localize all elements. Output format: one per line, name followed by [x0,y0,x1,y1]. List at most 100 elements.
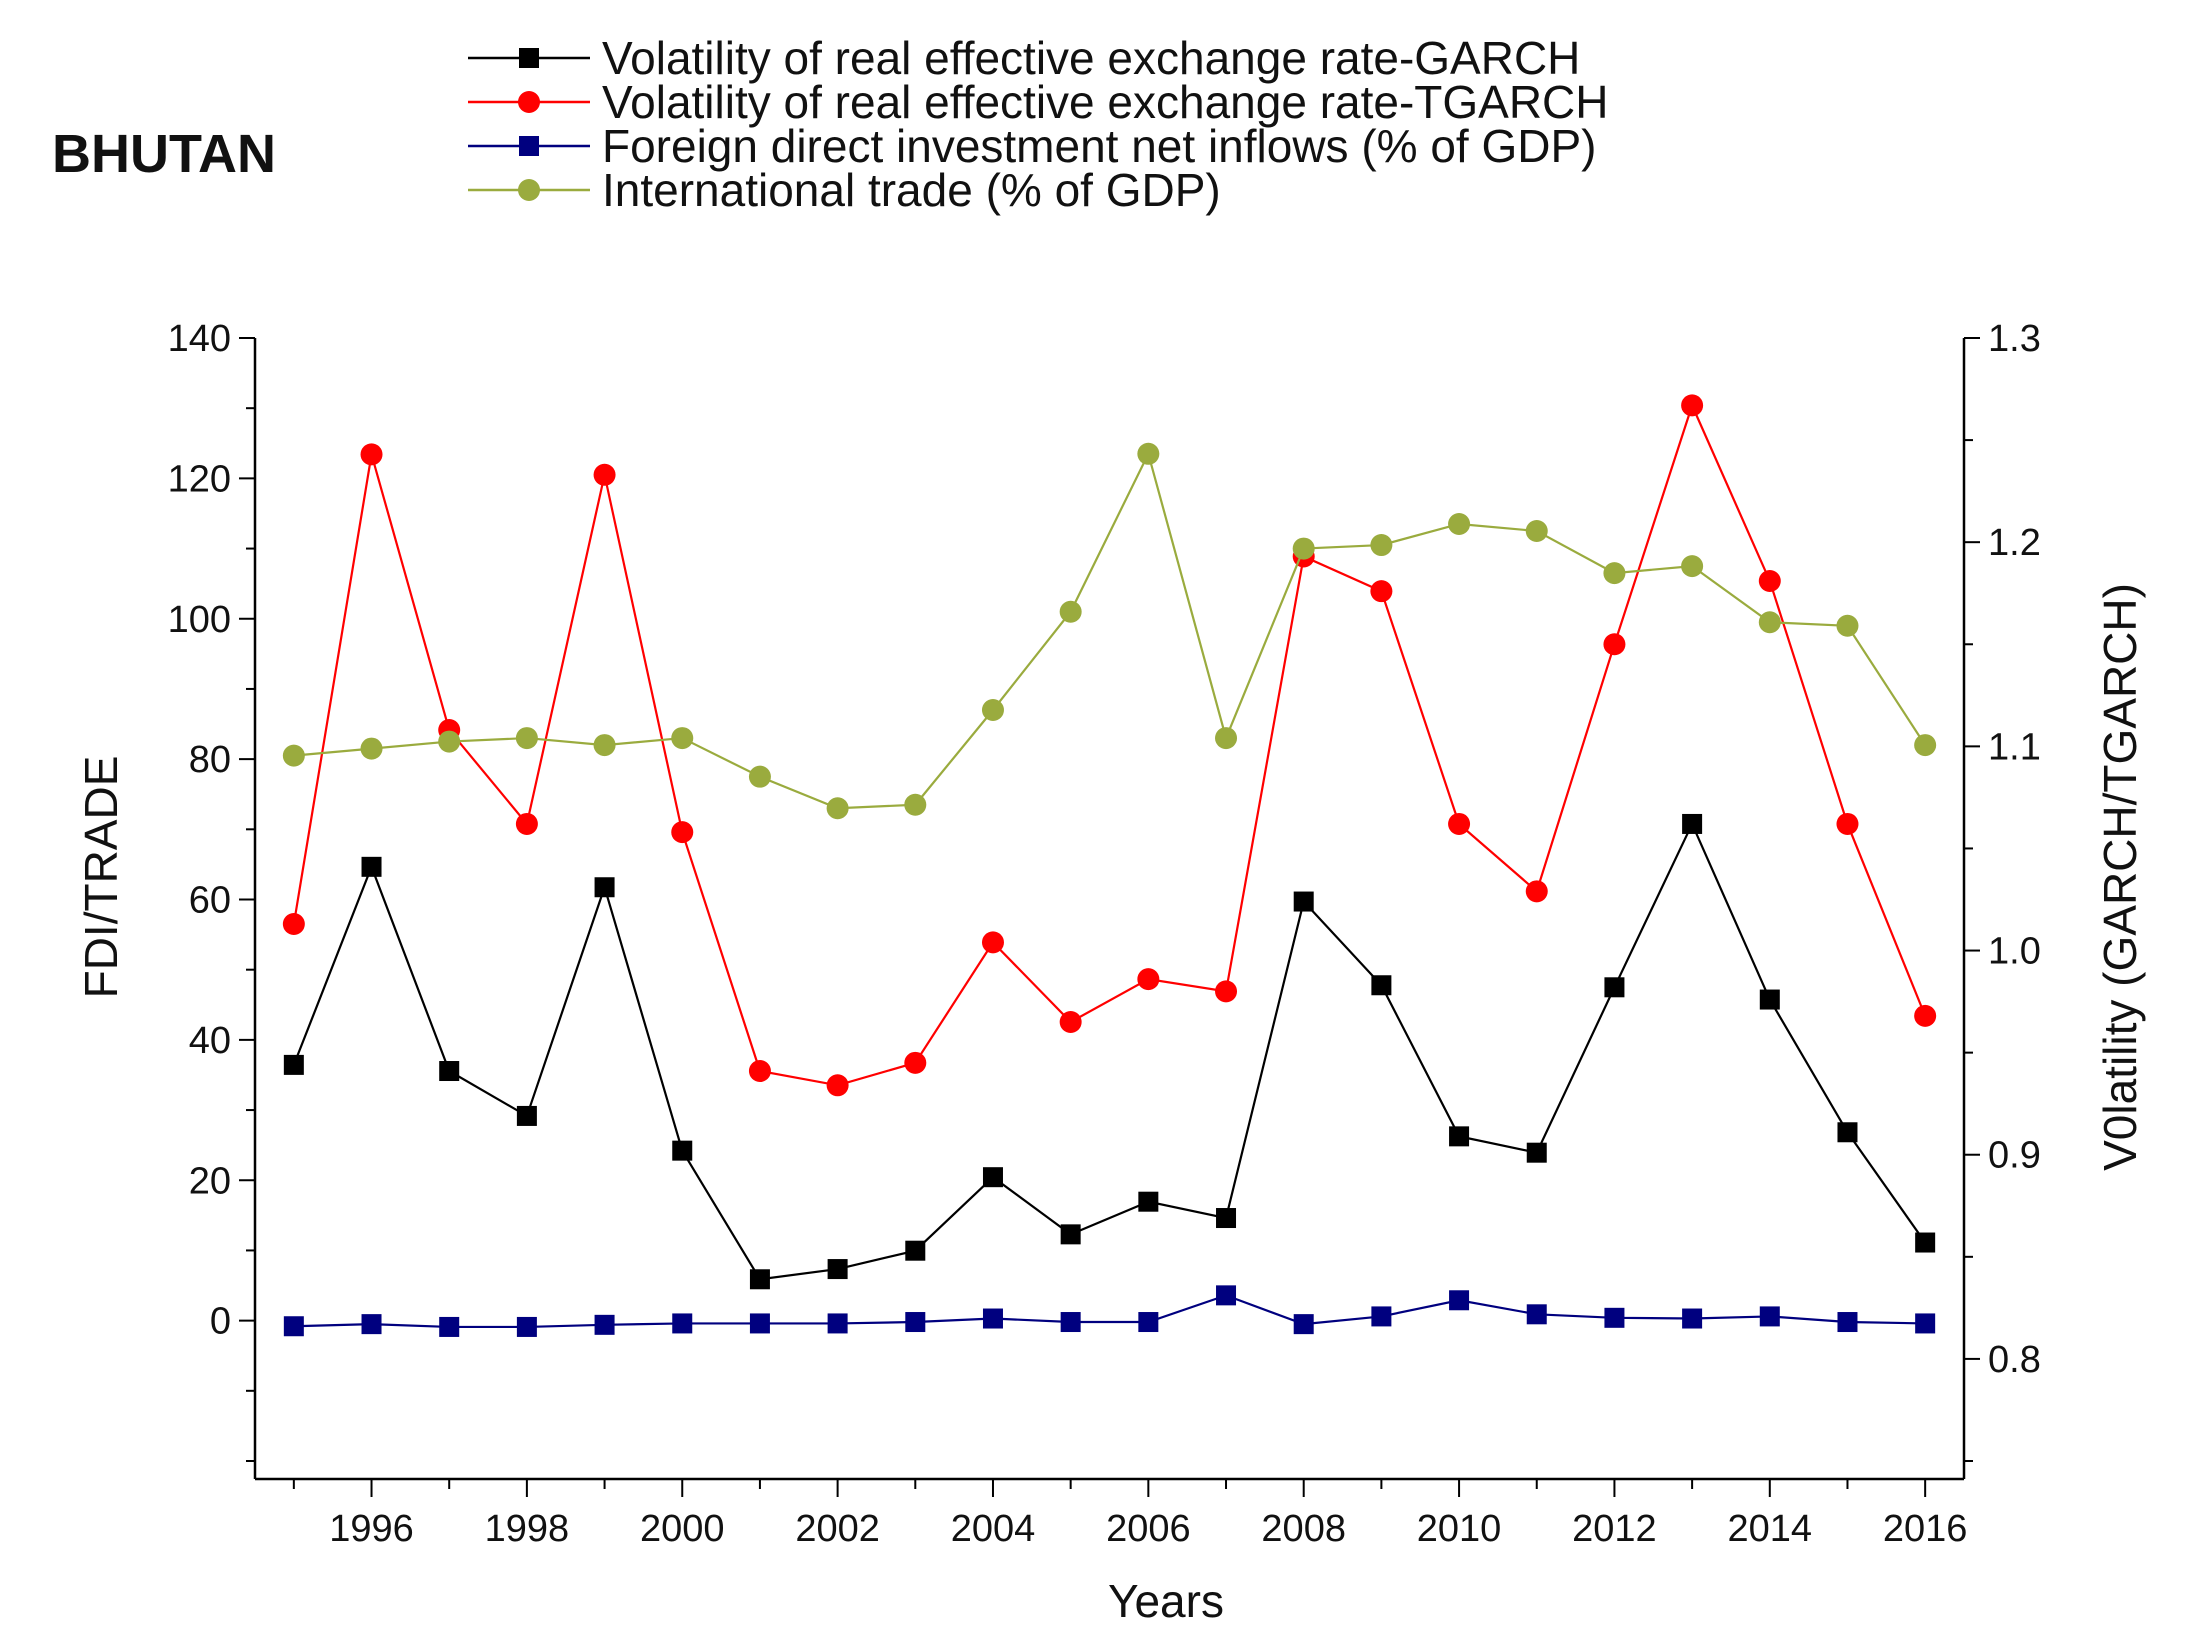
data-point [1915,1232,1936,1253]
left-y-tick-label: 120 [168,458,231,500]
x-tick-label: 1998 [485,1508,570,1550]
data-point [360,737,383,760]
data-point [748,765,771,788]
data-point [283,1316,304,1337]
data-point [1682,813,1703,834]
x-tick-label: 2010 [1417,1508,1502,1550]
data-point [1758,569,1781,592]
x-tick-label: 2016 [1883,1508,1968,1550]
right-y-tick-label: 1.0 [1988,931,2041,973]
data-point [1293,891,1314,912]
data-point [516,1105,537,1126]
data-point [1526,1142,1547,1163]
data-point [1060,1312,1081,1333]
data-point [1449,1290,1470,1311]
data-point [1137,968,1160,991]
data-point [1837,1122,1858,1143]
data-point [516,1316,537,1337]
data-point [749,1269,770,1290]
left-y-tick-label: 40 [189,1020,231,1062]
data-point [1759,989,1780,1010]
data-point [594,1314,615,1335]
x-tick-label: 2008 [1261,1508,1346,1550]
legend-label: International trade (% of GDP) [602,164,1221,216]
data-point [671,821,694,844]
left-y-tick-label: 60 [189,880,231,922]
legend-entry: Foreign direct investment net inflows (%… [468,120,1596,172]
data-point [1138,1191,1159,1212]
data-point [1138,1312,1159,1333]
left-y-tick-label: 80 [189,739,231,781]
data-point [1837,1312,1858,1333]
data-point [1449,1126,1470,1147]
data-point [283,1054,304,1075]
series-4 [282,442,1937,820]
chart-title: BHUTAN [52,124,276,184]
data-point [1370,580,1393,603]
data-point [904,1051,927,1074]
data-point [1681,394,1704,417]
data-point [361,1314,382,1335]
data-point [1603,633,1626,656]
data-point [1525,880,1548,903]
data-point [1836,614,1859,637]
data-point [439,1316,460,1337]
data-point [1836,812,1859,835]
right-y-tick-label: 0.8 [1988,1339,2041,1381]
series-line [293,1294,1926,1329]
data-point [748,1060,771,1083]
x-tick-label: 2002 [795,1508,880,1550]
data-point [438,730,461,753]
right-y-tick-label: 1.1 [1988,726,2041,768]
x-axis-title: Years [1108,1575,1224,1627]
data-point [1292,537,1315,560]
left-y-tick-label: 100 [168,599,231,641]
right-y-tick-label: 1.3 [1988,318,2041,360]
data-point [827,1259,848,1280]
series-line [292,821,1927,1281]
data-point [515,727,538,750]
data-point [672,1313,693,1334]
legend-entry: Volatility of real effective exchange ra… [468,76,1609,128]
data-point [1915,1313,1936,1334]
data-point [982,1308,1003,1329]
data-point [1914,1004,1937,1027]
data-point [1603,562,1626,585]
left-y-axis-title: FDI/TRADE [75,756,127,999]
data-point [439,1061,460,1082]
x-tick-label: 2000 [640,1508,725,1550]
data-point [827,1313,848,1334]
legend-entry: International trade (% of GDP) [468,164,1221,216]
legend-label: Volatility of real effective exchange ra… [602,32,1580,84]
data-point [1681,555,1704,578]
data-point [1060,1224,1081,1245]
left-y-tick-label: 20 [189,1160,231,1202]
data-point [905,1312,926,1333]
data-point [981,698,1004,721]
data-point [1293,1314,1314,1335]
data-point [282,744,305,767]
legend-marker [519,48,539,68]
data-point [515,812,538,835]
data-point [1137,442,1160,465]
data-point [1216,1285,1237,1306]
data-point [1371,975,1392,996]
data-point [1059,1011,1082,1034]
left-y-tick-label: 140 [168,318,231,360]
legend: Volatility of real effective exchange ra… [468,32,1609,216]
series-line [292,402,1927,1087]
data-point [826,797,849,820]
legend-entry: Volatility of real effective exchange ra… [468,32,1580,84]
legend-marker [519,136,539,156]
left-y-tick-label: 0 [210,1301,231,1343]
data-point [360,443,383,466]
data-point [594,877,615,898]
legend-label: Foreign direct investment net inflows (%… [602,120,1596,172]
data-point [749,1313,770,1334]
data-point [1759,1306,1780,1327]
data-point [1604,977,1625,998]
right-y-tick-label: 0.9 [1988,1135,2041,1177]
data-point [1215,727,1238,750]
data-point [1448,512,1471,535]
